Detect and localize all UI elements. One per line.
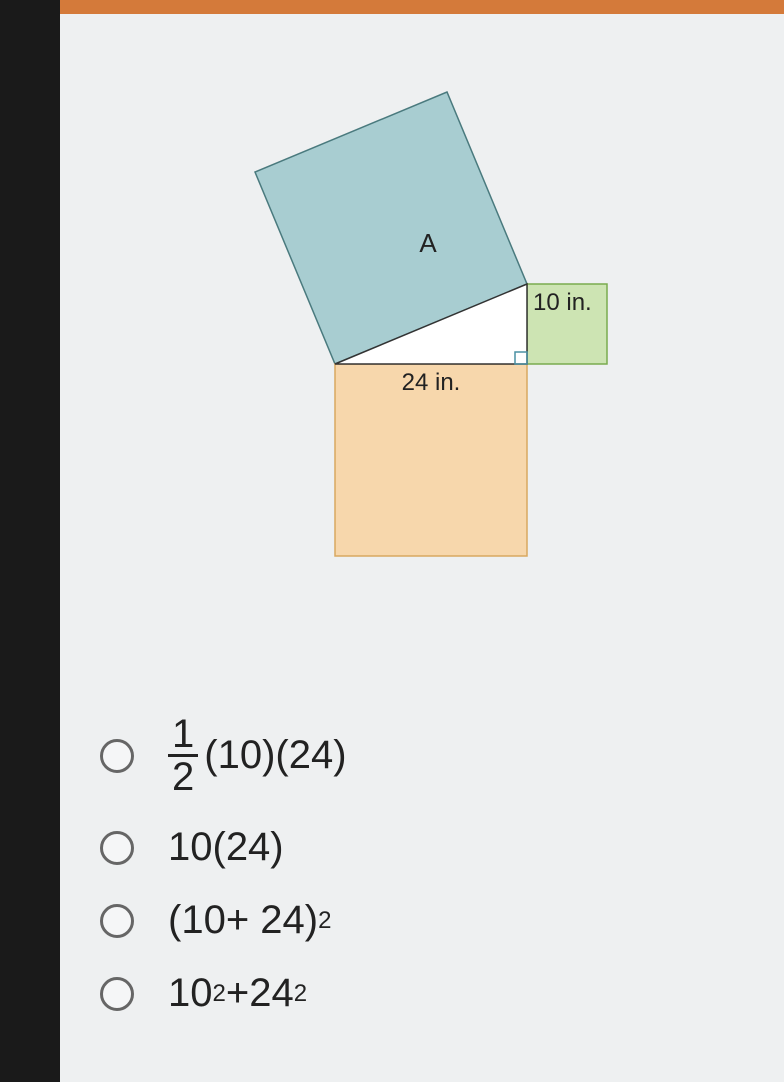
option-2-label: 10(24) [168,825,284,870]
fraction-numerator: 1 [168,714,198,757]
pythagorean-diagram: A 10 in. 24 in. [200,44,700,604]
label-24in: 24 in. [402,369,461,396]
option-3: (10+ 24)2 [100,898,744,943]
radio-option-2[interactable] [100,831,134,865]
option-3-exponent: 2 [318,907,331,935]
option-2: 10(24) [100,825,744,870]
option-4-term-a: 10 [168,971,213,1016]
option-4-plus: + [226,971,249,1016]
option-4-label: 102 + 242 [168,971,307,1016]
label-10in: 10 in. [533,289,592,316]
radio-option-4[interactable] [100,977,134,1011]
option-4-term-b: 24 [249,971,294,1016]
fraction-half: 1 2 [168,714,198,797]
option-3-base: (10+ 24) [168,898,318,943]
option-3-label: (10+ 24)2 [168,898,331,943]
option-4-exp-a: 2 [213,980,226,1008]
option-4-exp-b: 2 [294,980,307,1008]
diagram-svg: A 10 in. 24 in. [200,44,700,604]
top-orange-strip [60,0,784,14]
content-area: A 10 in. 24 in. 1 2 (10)(24) 10(24) [60,14,784,1082]
answer-options: 1 2 (10)(24) 10(24) (10+ 24)2 102 + 242 [100,714,744,1044]
fraction-denominator: 2 [168,757,198,797]
option-2-text: 10(24) [168,825,284,870]
option-1-label: 1 2 (10)(24) [168,714,347,797]
label-a: A [419,228,437,258]
radio-option-1[interactable] [100,739,134,773]
left-dark-bar [0,0,60,1082]
option-1: 1 2 (10)(24) [100,714,744,797]
radio-option-3[interactable] [100,904,134,938]
option-1-text: (10)(24) [204,733,346,778]
option-4: 102 + 242 [100,971,744,1016]
